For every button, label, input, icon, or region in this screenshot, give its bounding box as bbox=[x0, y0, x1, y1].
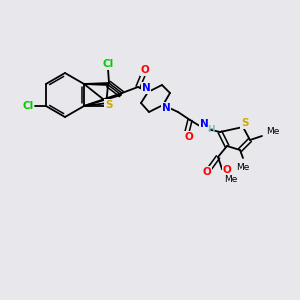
Text: S: S bbox=[241, 118, 249, 128]
Text: N: N bbox=[142, 83, 150, 93]
Text: O: O bbox=[141, 65, 149, 75]
Text: H: H bbox=[207, 125, 215, 134]
Text: O: O bbox=[223, 165, 231, 175]
Text: O: O bbox=[202, 167, 211, 177]
Text: Me: Me bbox=[224, 175, 238, 184]
Text: Cl: Cl bbox=[102, 59, 114, 69]
Text: Me: Me bbox=[266, 127, 279, 136]
Text: S: S bbox=[105, 100, 113, 110]
Text: Me: Me bbox=[236, 163, 250, 172]
Text: O: O bbox=[184, 132, 194, 142]
Text: N: N bbox=[162, 103, 170, 113]
Text: N: N bbox=[200, 119, 208, 129]
Text: Cl: Cl bbox=[22, 101, 34, 111]
